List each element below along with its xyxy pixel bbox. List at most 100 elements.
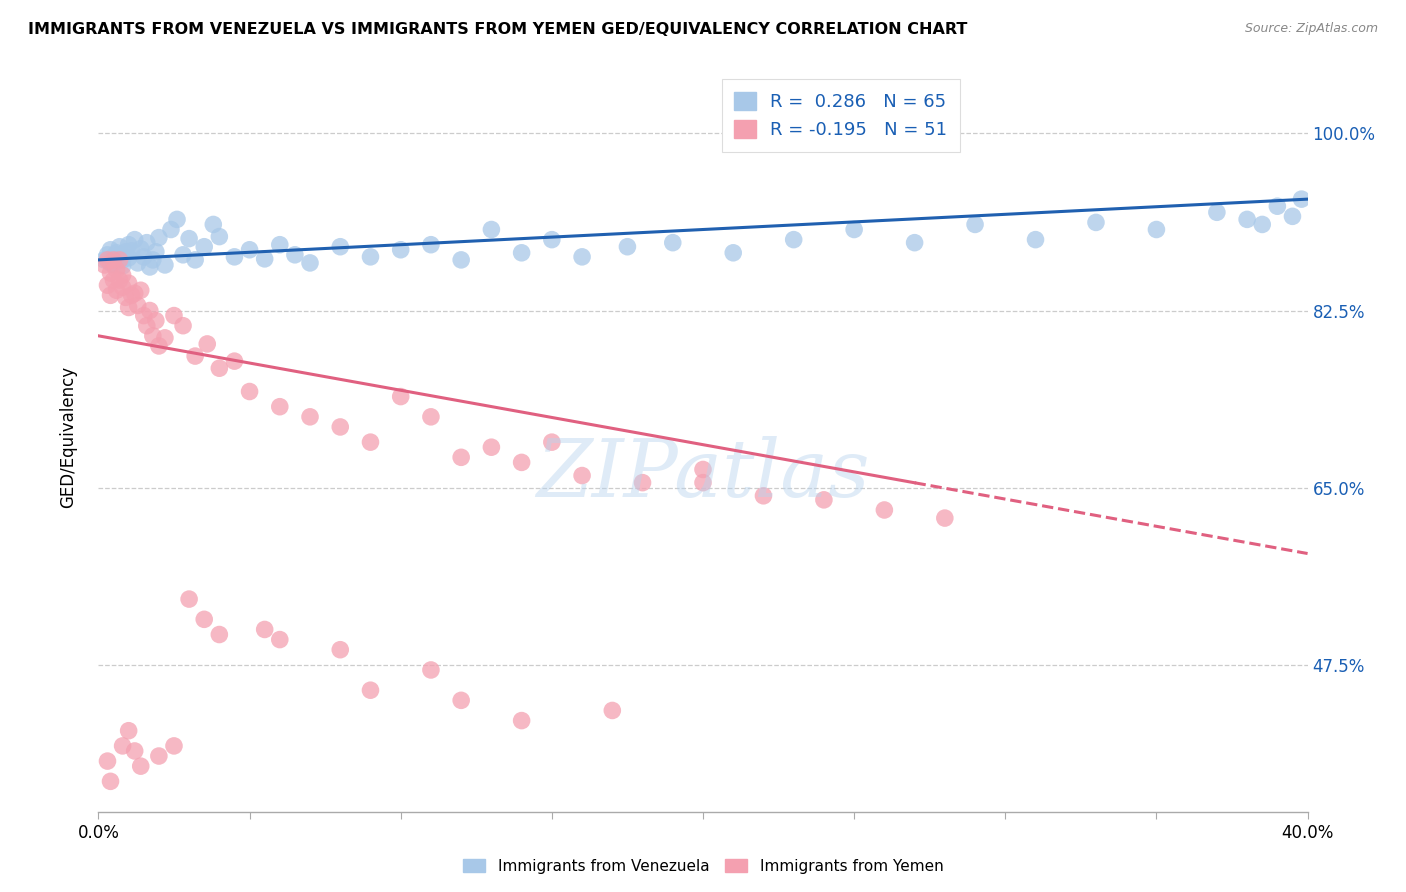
Point [329,240,352,254]
Point [450,252,472,267]
Point [100,243,122,257]
Point [93,252,115,267]
Point [631,475,654,490]
Point [253,252,276,266]
Point [208,361,231,376]
Point [172,248,194,262]
Point [105,283,128,297]
Point [540,233,562,247]
Point [329,420,352,434]
Point [208,627,231,641]
Point [299,256,322,270]
Point [111,280,134,294]
Point [1144,222,1167,236]
Point [616,240,638,254]
Point [752,489,775,503]
Point [108,252,131,267]
Point [208,229,231,244]
Point [139,303,162,318]
Point [163,739,186,753]
Point [121,244,143,258]
Point [148,749,170,764]
Point [142,252,165,267]
Point [723,245,745,260]
Point [142,328,165,343]
Point [114,244,136,259]
Point [873,503,896,517]
Point [420,663,443,677]
Point [510,245,533,260]
Point [114,290,136,304]
Point [1291,192,1313,206]
Point [193,612,215,626]
Point [111,268,134,282]
Point [132,309,155,323]
Point [571,468,593,483]
Point [148,230,170,244]
Point [269,400,291,414]
Point [160,222,183,236]
Point [510,714,533,728]
Point [166,212,188,227]
Point [602,703,624,717]
Point [1281,210,1303,224]
Point [145,244,167,259]
Point [389,243,412,257]
Point [1236,212,1258,227]
Point [100,774,122,789]
Text: Source: ZipAtlas.com: Source: ZipAtlas.com [1244,22,1378,36]
Point [96,252,118,267]
Point [105,263,128,277]
Point [105,252,128,266]
Point [111,259,134,273]
Point [172,318,194,333]
Point [108,240,131,254]
Point [111,739,134,753]
Point [184,349,207,363]
Point [100,288,122,302]
Point [132,250,155,264]
Point [103,250,125,264]
Point [184,252,207,267]
Point [1024,233,1046,247]
Point [1206,205,1229,219]
Point [481,440,503,454]
Point [481,222,503,236]
Point [145,313,167,327]
Point [389,390,412,404]
Legend: R =  0.286   N = 65, R = -0.195   N = 51: R = 0.286 N = 65, R = -0.195 N = 51 [721,79,960,152]
Point [163,309,186,323]
Point [111,252,134,267]
Point [139,260,162,274]
Point [844,222,866,236]
Point [329,642,352,657]
Point [103,258,125,272]
Point [179,232,201,246]
Point [420,409,443,424]
Point [1085,215,1108,229]
Y-axis label: GED/Equivalency: GED/Equivalency [59,366,77,508]
Point [96,248,118,262]
Point [253,623,276,637]
Point [239,384,262,399]
Point [510,455,533,469]
Point [148,339,170,353]
Point [96,278,118,293]
Point [299,409,322,424]
Point [118,251,141,265]
Point [783,233,806,247]
Point [100,266,122,280]
Point [360,683,382,698]
Point [105,245,128,260]
Point [118,301,141,315]
Point [153,258,176,272]
Point [692,475,714,490]
Point [1267,199,1289,213]
Point [127,256,149,270]
Point [129,759,152,773]
Text: IMMIGRANTS FROM VENEZUELA VS IMMIGRANTS FROM YEMEN GED/EQUIVALENCY CORRELATION C: IMMIGRANTS FROM VENEZUELA VS IMMIGRANTS … [28,22,967,37]
Point [135,235,157,250]
Point [103,252,125,267]
Point [284,248,307,262]
Point [135,318,157,333]
